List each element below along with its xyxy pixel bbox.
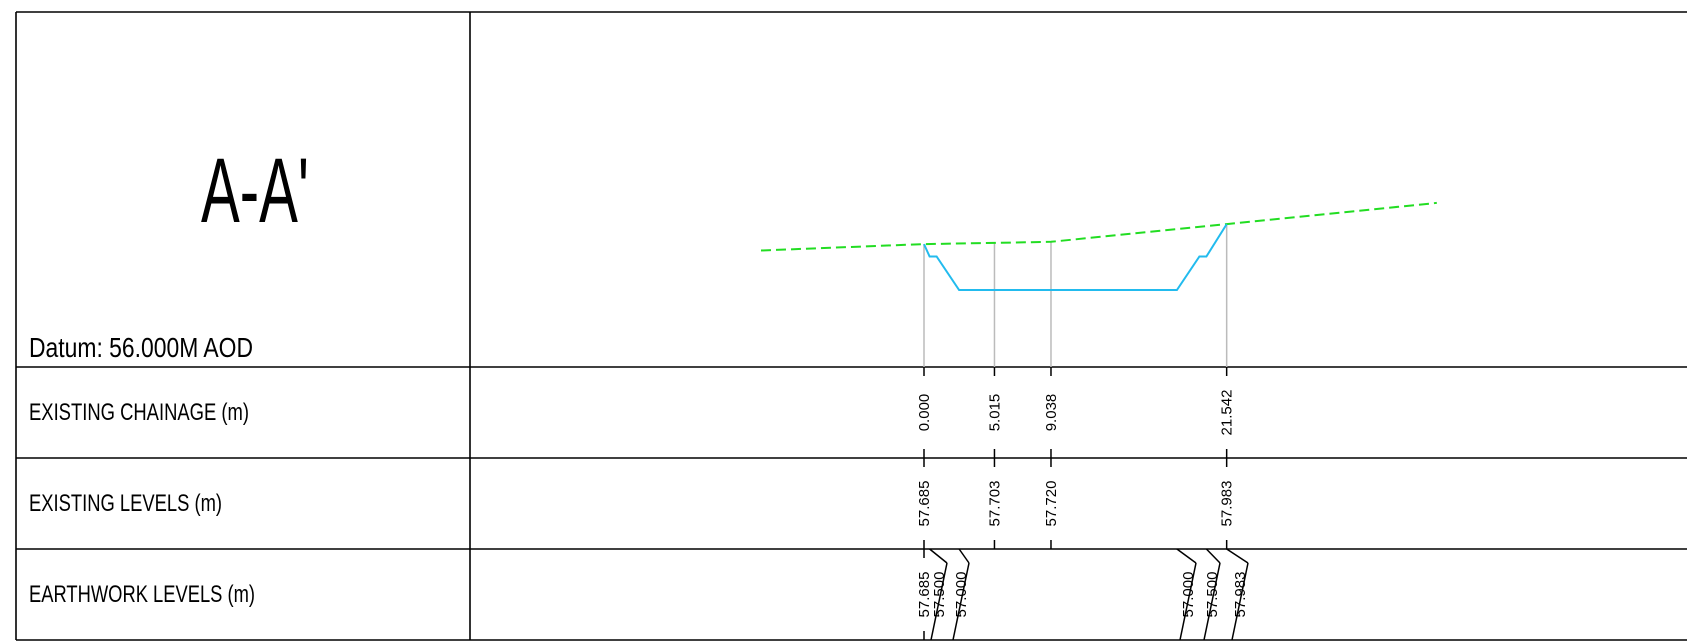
existing-level-value: 57.685 [916,481,933,527]
earthwork-levels-label: EARTHWORK LEVELS (m) [29,581,255,608]
section-title: A-A' [201,140,309,242]
station-labels: 0.000 57.685 5.015 57.703 9.038 57.720 21.542 5… [916,390,1249,618]
frame [15,11,1687,641]
station-ticks [923,367,1249,641]
earthwork-profile-line [923,223,1228,291]
chainage-value: 0.000 [916,394,933,432]
earthwork-level-value: 57.500 [1204,572,1221,618]
earthwork-level-value: 57.500 [931,572,948,618]
profiles [760,201,1437,291]
existing-level-value: 57.720 [1043,481,1060,527]
existing-level-value: 57.983 [1219,481,1236,527]
chainage-value: 21.542 [1219,390,1236,436]
station-leaders [923,224,1228,367]
earthwork-connector [1176,548,1197,564]
earthwork-connector [930,562,948,641]
chainage-value: 9.038 [1043,394,1060,432]
earthwork-connector [1231,562,1249,641]
earthwork-level-value: 57.000 [953,572,970,618]
earthwork-connector [929,548,948,564]
earthwork-level-value: 57.685 [916,572,933,618]
earthwork-connector [952,562,970,641]
earthwork-level-value: 57.983 [1232,572,1249,618]
existing-levels-label: EXISTING LEVELS (m) [29,490,222,517]
chainage-value: 5.015 [986,394,1003,432]
datum-label: Datum: 56.000M AOD [29,332,253,363]
earthwork-connector [1205,548,1221,564]
earthwork-connector [958,548,970,564]
earthwork-connector [1179,562,1197,641]
existing-chainage-label: EXISTING CHAINAGE (m) [29,399,249,426]
earthwork-level-value: 57.000 [1180,572,1197,618]
earthwork-connector [1226,548,1249,564]
existing-level-value: 57.703 [986,481,1003,527]
earthwork-connector [1203,562,1221,641]
existing-ground-line [760,201,1437,252]
